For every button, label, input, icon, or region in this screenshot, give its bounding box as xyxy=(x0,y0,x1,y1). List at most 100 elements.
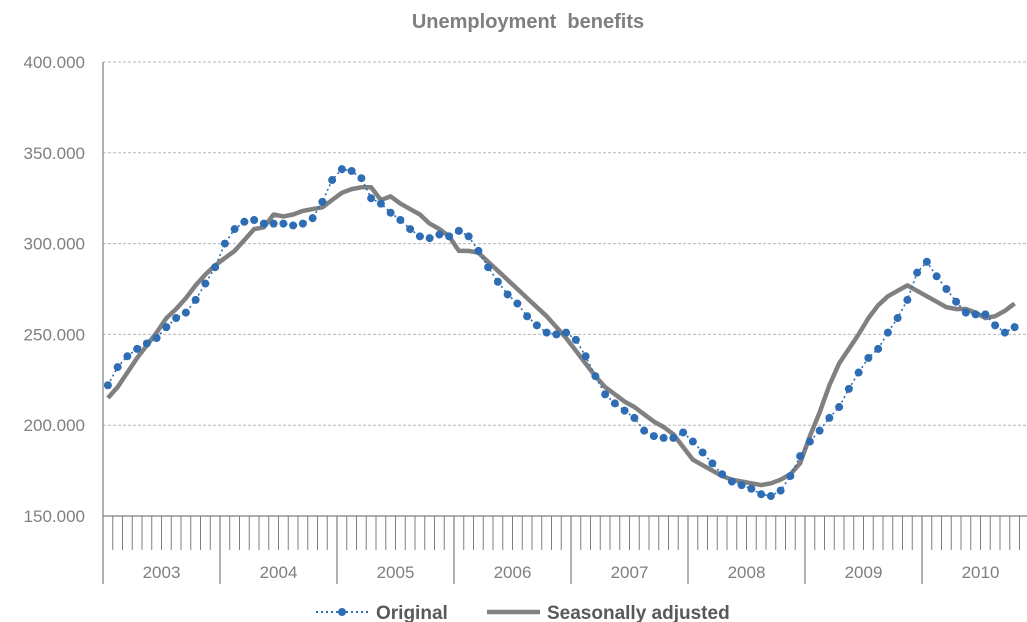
chart-title: Unemployment benefits xyxy=(412,11,644,33)
data-point-original xyxy=(298,219,307,228)
series-line-original xyxy=(107,168,1015,497)
data-point-original xyxy=(337,165,346,174)
x-tick-label: 2003 xyxy=(143,563,181,582)
data-point-original xyxy=(172,314,181,323)
data-point-original xyxy=(922,257,931,266)
data-point-original xyxy=(552,330,561,339)
data-point-original xyxy=(679,428,688,437)
data-point-original xyxy=(874,344,883,353)
data-point-original xyxy=(766,492,775,501)
data-point-original xyxy=(464,232,473,241)
data-point-original xyxy=(445,232,454,241)
y-tick-label: 400.000 xyxy=(24,53,85,72)
data-point-original xyxy=(152,334,161,343)
y-tick-label: 200.000 xyxy=(24,416,85,435)
data-point-original xyxy=(825,413,834,422)
data-point-original xyxy=(737,481,746,490)
data-point-original xyxy=(230,225,239,234)
data-point-original xyxy=(181,308,190,317)
data-point-original xyxy=(328,176,337,185)
data-point-original xyxy=(581,352,590,361)
data-point-original xyxy=(952,297,961,306)
data-point-original xyxy=(513,299,522,308)
data-point-original xyxy=(630,413,639,422)
data-point-original xyxy=(864,354,873,363)
data-point-original xyxy=(620,406,629,415)
data-point-original xyxy=(698,448,707,457)
data-point-original xyxy=(971,310,980,319)
data-point-original xyxy=(1000,328,1009,337)
y-tick-label: 350.000 xyxy=(24,144,85,163)
data-point-original xyxy=(542,328,551,337)
data-point-original xyxy=(435,230,444,239)
data-point-original xyxy=(523,312,532,321)
data-point-original xyxy=(484,263,493,272)
data-point-original xyxy=(454,226,463,235)
data-point-original xyxy=(318,197,327,206)
data-point-original xyxy=(269,219,278,228)
data-point-original xyxy=(718,470,727,479)
data-point-original xyxy=(610,399,619,408)
data-point-original xyxy=(133,344,142,353)
data-point-original xyxy=(747,484,756,493)
data-point-original xyxy=(942,285,951,293)
data-point-original xyxy=(601,390,610,399)
x-tick-label: 2006 xyxy=(494,563,532,582)
data-point-original xyxy=(991,321,1000,330)
data-point-original xyxy=(961,308,970,317)
data-point-original xyxy=(571,335,580,344)
data-point-original xyxy=(903,295,912,304)
data-point-original xyxy=(649,432,658,441)
data-point-original xyxy=(757,490,766,499)
data-point-original xyxy=(279,219,288,228)
legend-label-original: Original xyxy=(376,603,448,622)
x-tick-label: 2007 xyxy=(611,563,649,582)
data-point-original xyxy=(591,372,600,381)
x-tick-label: 2008 xyxy=(728,563,766,582)
legend: Original Seasonally adjusted xyxy=(316,603,730,622)
data-point-original xyxy=(220,239,229,248)
data-point-original xyxy=(796,452,805,461)
data-point-original xyxy=(708,459,717,468)
data-point-original xyxy=(386,208,395,217)
data-point-original xyxy=(688,437,697,446)
data-point-original xyxy=(367,194,376,203)
legend-marker-original xyxy=(338,608,346,616)
data-point-original xyxy=(786,472,795,481)
data-point-original xyxy=(835,403,844,412)
data-point-original xyxy=(396,215,405,224)
data-point-original xyxy=(240,217,249,226)
data-point-original xyxy=(532,321,541,330)
data-point-original xyxy=(289,221,298,230)
data-point-original xyxy=(201,279,210,288)
data-point-original xyxy=(776,486,785,495)
x-tick-label: 2005 xyxy=(377,563,415,582)
data-point-original xyxy=(893,314,902,323)
data-point-original xyxy=(844,384,853,393)
data-point-original xyxy=(981,310,990,319)
data-point-original xyxy=(640,426,649,435)
series-line-seasonally-adjusted xyxy=(106,185,1016,488)
data-point-original xyxy=(142,339,151,348)
x-tick-label: 2010 xyxy=(962,563,1000,582)
data-point-original xyxy=(123,352,132,361)
data-point-original xyxy=(259,219,268,228)
data-point-original xyxy=(357,174,366,183)
data-point-original xyxy=(113,363,122,372)
y-tick-label: 300.000 xyxy=(24,235,85,254)
data-point-original xyxy=(493,277,502,286)
data-point-original xyxy=(815,426,824,435)
data-point-original xyxy=(347,166,356,175)
x-tick-label: 2009 xyxy=(845,563,883,582)
data-point-original xyxy=(376,199,385,208)
y-tick-label: 150.000 xyxy=(24,507,85,526)
data-point-original xyxy=(425,234,434,243)
data-point-original xyxy=(191,295,200,304)
data-point-original xyxy=(659,433,668,442)
data-point-original xyxy=(562,328,571,337)
data-point-original xyxy=(308,214,317,223)
data-point-original xyxy=(406,225,415,234)
data-point-original xyxy=(883,328,892,337)
